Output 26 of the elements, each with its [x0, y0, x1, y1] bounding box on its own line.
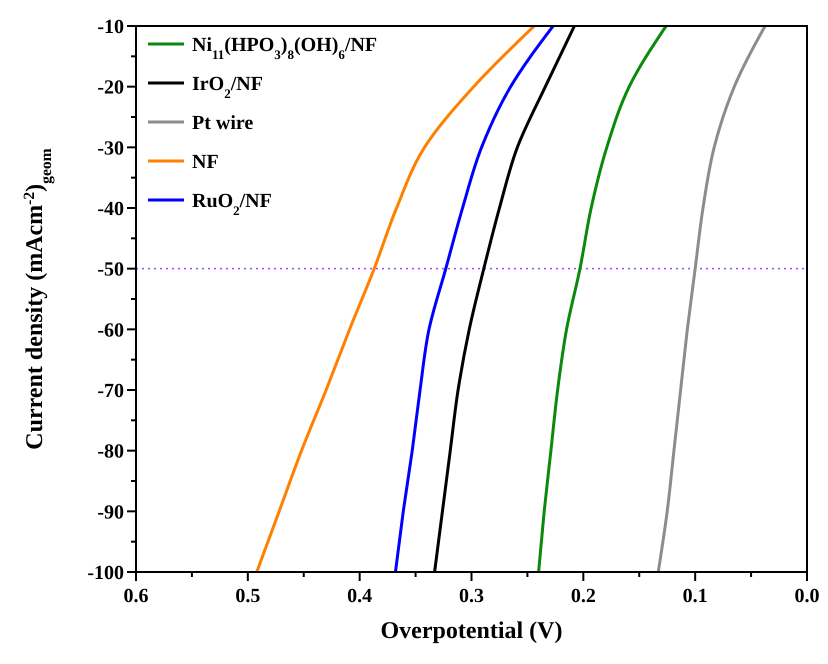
legend-label: Pt wire — [192, 112, 254, 134]
y-tick-label: -90 — [97, 501, 124, 524]
x-tick-label: 0.2 — [570, 585, 596, 607]
y-tick-label: -10 — [97, 16, 124, 38]
x-tick-label: 0.4 — [347, 585, 372, 607]
y-tick-label: -50 — [97, 258, 124, 281]
y-tick-label: -30 — [97, 137, 124, 160]
legend-label: NF — [192, 151, 219, 173]
x-tick-label: 0.5 — [235, 585, 260, 607]
y-tick-label: -60 — [97, 319, 124, 342]
y-tick-label: -70 — [97, 380, 124, 402]
line-series — [537, 26, 668, 572]
line-series — [656, 26, 767, 572]
y-tick-label: -80 — [97, 440, 124, 463]
line-series — [394, 26, 555, 572]
legend-label: RuO$_{2}$/NF — [192, 190, 272, 218]
y-tick-label: -20 — [97, 76, 124, 99]
y-tick-label: -40 — [97, 198, 124, 220]
x-tick-label: 0.1 — [682, 585, 708, 607]
x-axis-title: Overpotential (V) — [380, 618, 562, 644]
x-tick-label: 0.0 — [794, 585, 820, 607]
x-tick-label: 0.3 — [459, 585, 484, 607]
legend-label: IrO$_{2}$/NF — [192, 73, 263, 100]
x-tick-label: 0.6 — [124, 585, 148, 607]
text: Ni$_{11}$(HPO$_{3}$)$_{8}$(OH)$_{6}$/NF — [192, 34, 378, 62]
y-tick-label: -100 — [87, 562, 124, 584]
